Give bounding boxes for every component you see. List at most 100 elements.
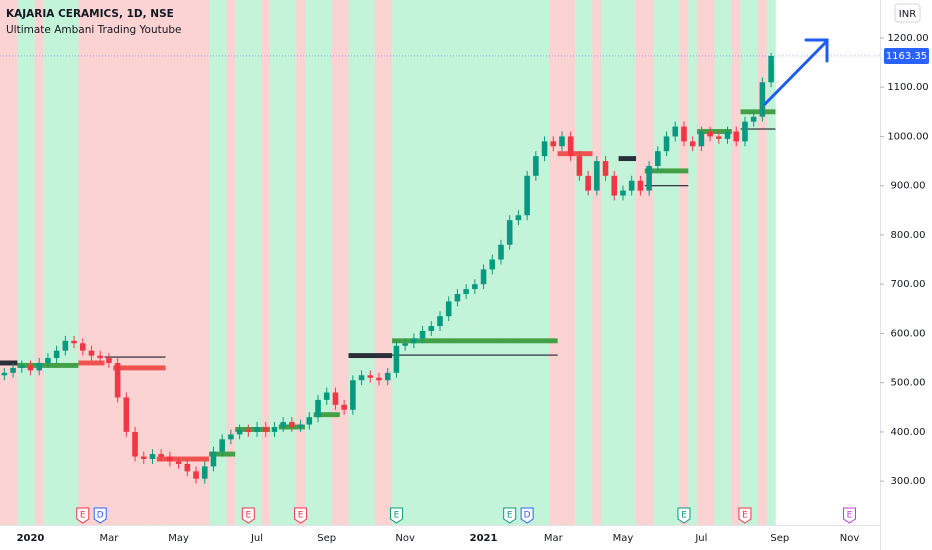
zone — [17, 0, 27, 525]
zone — [766, 0, 776, 525]
candle-body — [193, 471, 199, 479]
zone — [113, 0, 123, 525]
candle-body — [123, 397, 130, 432]
zone — [644, 0, 654, 525]
zone — [662, 0, 672, 525]
candle-body — [411, 338, 417, 344]
candle-body — [245, 429, 252, 432]
candle-body — [45, 358, 51, 363]
event-marker — [76, 507, 90, 524]
candle-body — [350, 380, 356, 410]
level — [0, 360, 18, 366]
y-tick-label: 700.00 — [891, 279, 926, 290]
x-tick-label: Jul — [250, 533, 263, 544]
level — [104, 356, 166, 358]
candle-body — [437, 316, 443, 327]
event-label: E — [742, 511, 748, 521]
y-tick-label: 1000.00 — [887, 131, 928, 142]
zone — [191, 0, 201, 525]
y-tick-label: 600.00 — [891, 328, 926, 339]
zone — [749, 0, 759, 525]
candle-body — [297, 424, 304, 427]
candle-body — [576, 156, 583, 176]
zone — [688, 0, 698, 525]
y-tick-label: 1200.00 — [887, 33, 928, 44]
zone — [435, 0, 445, 525]
candle-body — [541, 141, 548, 157]
candle-body — [228, 434, 234, 440]
level — [313, 412, 340, 418]
candle-body — [10, 367, 16, 373]
event-marker — [503, 507, 517, 524]
chart-title: KAJARIA CERAMICS, 1D, NSE — [6, 8, 174, 20]
zone — [670, 0, 680, 525]
candle-body — [689, 141, 696, 147]
zone — [34, 0, 44, 525]
x-tick-label: Nov — [395, 533, 415, 544]
zone — [575, 0, 585, 525]
zone — [348, 0, 358, 525]
zone — [592, 0, 602, 525]
zone — [69, 0, 79, 525]
zone — [522, 0, 532, 525]
candle-body — [707, 131, 713, 137]
zone — [130, 0, 140, 525]
zone — [287, 0, 297, 525]
zone — [43, 0, 53, 525]
level — [348, 353, 393, 359]
candle-body — [201, 466, 208, 479]
last-price-label: 1163.35 — [886, 51, 927, 62]
candle-body — [602, 161, 609, 176]
zone — [418, 0, 428, 525]
zone — [392, 0, 402, 525]
event-label: E — [394, 511, 400, 521]
zone — [182, 0, 192, 525]
candle-body — [716, 136, 722, 139]
zone — [636, 0, 646, 525]
event-marker — [294, 507, 308, 524]
candle-body — [594, 161, 600, 191]
candle-body — [254, 426, 260, 432]
level — [156, 456, 210, 462]
candle-body — [637, 180, 644, 191]
candle-body — [184, 463, 191, 472]
candle-body — [750, 116, 757, 122]
zone — [165, 0, 175, 525]
axis-layer: 300.00 400.00 500.00 600.00 700.00 800.00 900.… — [0, 33, 929, 544]
candle-body — [681, 126, 687, 142]
candle-body — [36, 362, 42, 371]
zone — [52, 0, 62, 525]
zone — [339, 0, 349, 525]
zone — [78, 0, 88, 525]
currency[interactable]: INR — [899, 9, 916, 20]
candle-body — [306, 417, 313, 425]
zone — [453, 0, 463, 525]
y-tick-label: 800.00 — [891, 230, 926, 241]
candle-body — [384, 372, 391, 381]
x-tick-label: Mar — [99, 533, 119, 544]
candle-body — [175, 461, 182, 464]
arrow-annotation — [763, 38, 829, 106]
zone — [357, 0, 367, 525]
candle-body — [663, 136, 670, 152]
time-axis-bg — [0, 525, 880, 550]
zone — [243, 0, 253, 525]
candle-body — [167, 456, 173, 462]
candle-body — [454, 294, 461, 302]
zone — [331, 0, 341, 525]
event-marker — [93, 507, 107, 524]
candle-body — [53, 350, 60, 359]
candle-body — [79, 343, 86, 351]
candle-body — [106, 358, 112, 363]
event-label: E — [298, 511, 304, 521]
level — [644, 185, 689, 187]
currency-box[interactable] — [894, 3, 921, 23]
y-tick-label: 300.00 — [891, 476, 926, 487]
event-marker — [738, 507, 752, 524]
x-tick-label: Jul — [694, 533, 707, 544]
zone — [740, 0, 750, 525]
candle-body — [219, 439, 225, 452]
level — [557, 151, 593, 157]
x-tick-label: 2021 — [470, 533, 498, 544]
zone — [0, 0, 10, 525]
